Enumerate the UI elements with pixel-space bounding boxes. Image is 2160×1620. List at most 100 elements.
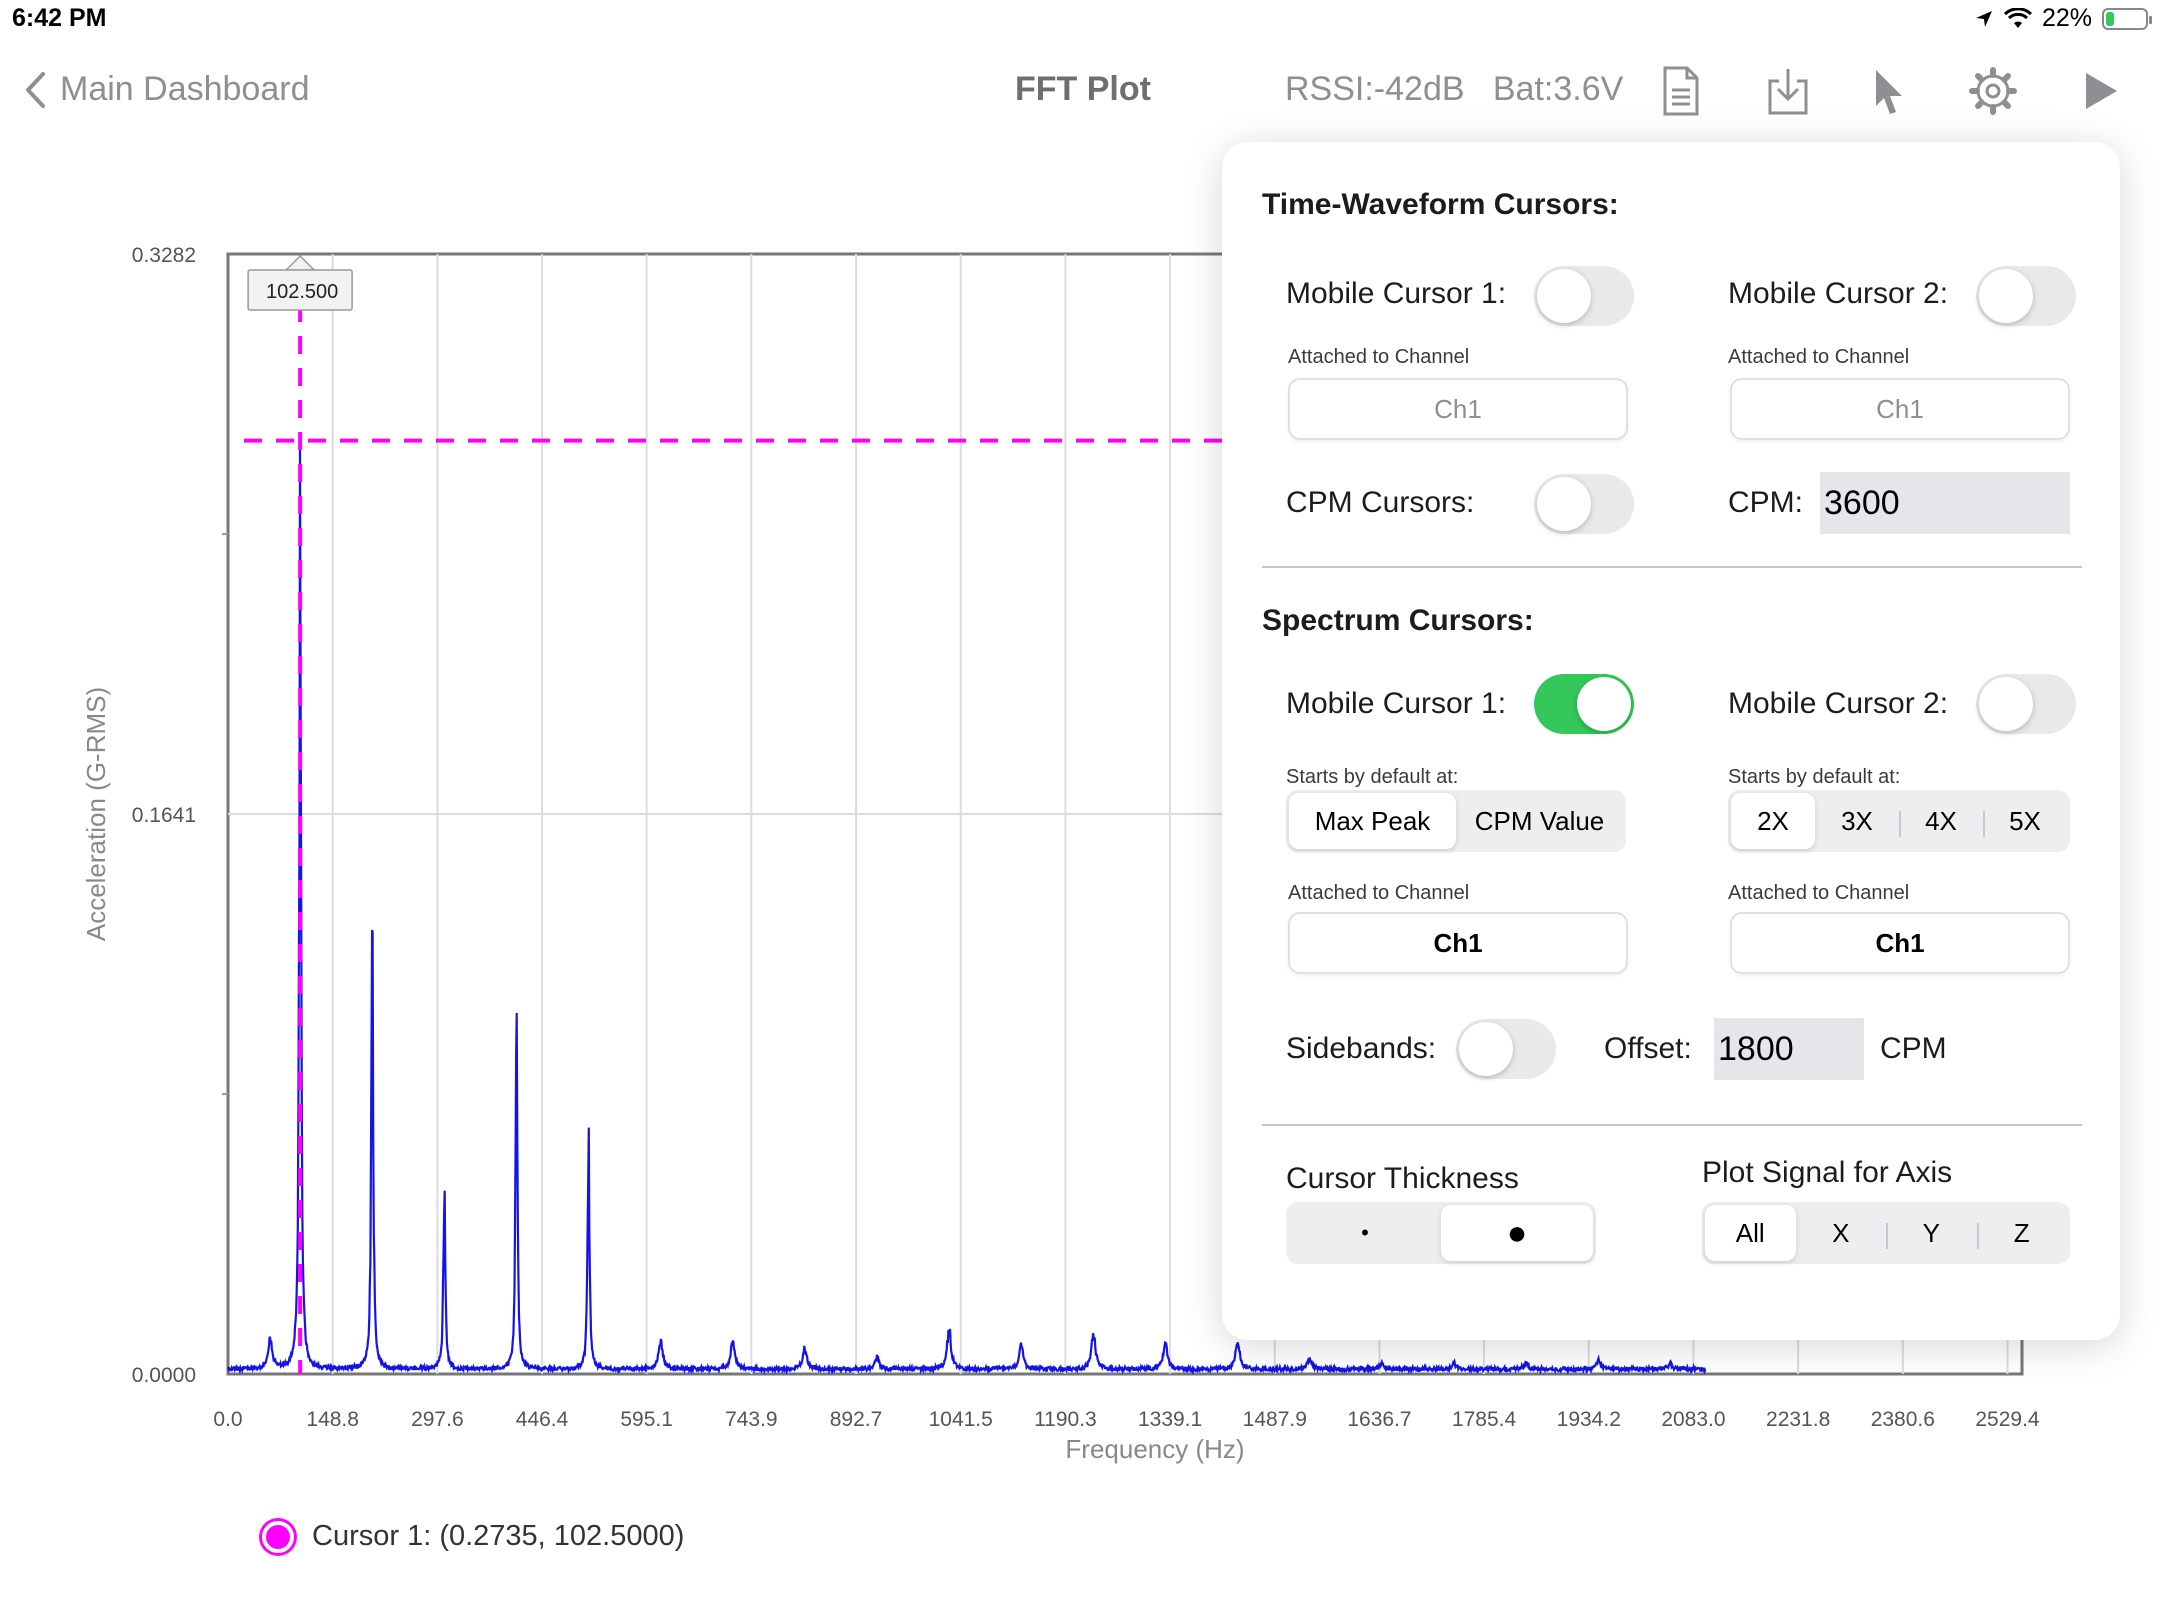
cursor-thickness-segmented[interactable]: • ● (1286, 1202, 1596, 1264)
cursor-settings-popover: Time-Waveform Cursors: Mobile Cursor 1: … (1222, 142, 2120, 1340)
battery-icon (2102, 7, 2152, 30)
axis-option-0[interactable]: All (1705, 1205, 1796, 1261)
sp-channel-1-button[interactable]: Ch1 (1288, 912, 1628, 974)
start-mode-1-option-0[interactable]: Max Peak (1289, 793, 1456, 849)
starts-default-label-2: Starts by default at: (1728, 766, 1901, 788)
nav-bar: Main Dashboard FFT Plot RSSI:-42dB Bat:3… (0, 50, 2160, 130)
tw-mobile-cursor-2-toggle[interactable] (1976, 266, 2076, 326)
status-bar: 6:42 PM 22% (0, 0, 2160, 42)
popover-arrow (1866, 118, 1918, 144)
x-tick-label: 1934.2 (1557, 1408, 1621, 1431)
cursor-legend-marker (262, 1520, 294, 1553)
wifi-icon (2003, 7, 2032, 28)
back-label: Main Dashboard (60, 70, 310, 108)
sp-channel-2-button[interactable]: Ch1 (1730, 912, 2070, 974)
x-tick-label: 148.8 (306, 1408, 359, 1431)
x-tick-label: 1636.7 (1347, 1408, 1411, 1431)
gear-icon (1969, 67, 2017, 115)
axis-option-2[interactable]: Y (1886, 1205, 1977, 1261)
sidebands-label: Sidebands: (1286, 1032, 1437, 1065)
y-tick-label: 0.0000 (132, 1364, 196, 1387)
divider (1262, 1124, 2082, 1126)
spectrum-title: Spectrum Cursors: (1262, 604, 1534, 637)
offset-unit: CPM (1880, 1032, 1947, 1065)
axis-option-1[interactable]: X (1832, 1217, 1850, 1248)
settings-button[interactable] (1966, 64, 2020, 118)
spectrum-series-line (226, 440, 1707, 1376)
tw-mobile-cursor-1-label: Mobile Cursor 1: (1286, 277, 1507, 310)
sp-attached-label-1: Attached to Channel (1288, 882, 1470, 904)
y-tick-label: 0.1641 (132, 804, 196, 827)
page-title: FFT Plot (1015, 70, 1151, 108)
x-tick-label: 2231.8 (1766, 1408, 1830, 1431)
cursor-pointer-icon (1876, 70, 1902, 114)
time-waveform-title: Time-Waveform Cursors: (1262, 188, 1619, 221)
sp-mobile-cursor-2-toggle[interactable] (1976, 674, 2076, 734)
x-tick-label: 2083.0 (1661, 1408, 1725, 1431)
x-tick-label: 595.1 (620, 1408, 673, 1431)
tw-attached-label-2: Attached to Channel (1728, 346, 1910, 368)
play-icon (2086, 73, 2117, 109)
x-tick-label: 2529.4 (1975, 1408, 2040, 1431)
cursor-tooltip-box (247, 269, 353, 311)
cursor-legend: Cursor 1: (0.2735, 102.5000) (262, 1520, 684, 1553)
tw-mobile-cursor-1-toggle[interactable] (1534, 266, 1634, 326)
download-button[interactable] (1761, 64, 1815, 118)
thickness-option-0[interactable]: • (1361, 1220, 1369, 1245)
cursor-thickness-title: Cursor Thickness (1286, 1162, 1519, 1195)
start-mode-2-option-0[interactable]: 2X (1731, 793, 1815, 849)
y-axis-label: Acceleration (G-RMS) (81, 687, 111, 941)
document-button[interactable] (1654, 64, 1708, 118)
sp-mobile-cursor-2-label: Mobile Cursor 2: (1728, 687, 1949, 720)
offset-input[interactable]: 1800 (1714, 1018, 1864, 1080)
axis-option-3[interactable]: Z (1976, 1205, 2068, 1261)
sp-mobile-cursor-1-toggle[interactable] (1534, 674, 1634, 734)
x-tick-label: 892.7 (830, 1408, 883, 1431)
start-mode-1-option-1[interactable]: CPM Value (1474, 805, 1605, 836)
x-tick-label: 1785.4 (1452, 1408, 1517, 1431)
chevron-left-icon (26, 71, 45, 108)
start-mode-2-option-3[interactable]: 5X (1983, 793, 2067, 849)
cpm-label: CPM: (1728, 486, 1803, 519)
play-button[interactable] (2074, 64, 2128, 118)
x-axis-label: Frequency (Hz) (1065, 1434, 1244, 1464)
x-tick-label: 1487.9 (1243, 1408, 1307, 1431)
tw-mobile-cursor-2-label: Mobile Cursor 2: (1728, 277, 1949, 310)
cursor-tooltip-value: 102.500 (266, 281, 338, 303)
sp-attached-label-2: Attached to Channel (1728, 882, 1910, 904)
x-tick-label: 1339.1 (1138, 1408, 1202, 1431)
sp-mobile-cursor-1-label: Mobile Cursor 1: (1286, 687, 1507, 720)
y-tick-label: 0.3282 (132, 244, 196, 267)
divider (1262, 566, 2082, 568)
x-tick-label: 446.4 (516, 1408, 569, 1431)
location-arrow-icon (1975, 10, 1992, 27)
x-tick-label: 743.9 (725, 1408, 778, 1431)
x-tick-label: 0.0 (213, 1408, 242, 1431)
download-icon (1768, 69, 1808, 115)
status-time: 6:42 PM (12, 4, 107, 32)
document-icon (1663, 66, 1699, 116)
sidebands-toggle[interactable] (1456, 1019, 1556, 1079)
cpm-input[interactable]: 3600 (1820, 472, 2070, 534)
x-tick-label: 1190.3 (1034, 1408, 1097, 1431)
status-indicators: 22% (1974, 4, 2152, 33)
plot-axis-segmented[interactable]: All X Y Z (1702, 1202, 2070, 1264)
x-tick-label: 297.6 (411, 1408, 464, 1431)
start-mode-2-segmented[interactable]: 2X 3X 4X 5X (1728, 790, 2070, 852)
battery-percent: 22% (2041, 4, 2092, 32)
offset-label: Offset: (1604, 1032, 1692, 1065)
cpm-cursors-toggle[interactable] (1534, 474, 1634, 534)
start-mode-2-option-1[interactable]: 3X (1841, 805, 1873, 836)
x-tick-label: 1041.5 (929, 1408, 993, 1431)
thickness-option-1[interactable]: ● (1441, 1205, 1593, 1261)
start-mode-1-segmented[interactable]: Max Peak CPM Value (1286, 790, 1626, 852)
tw-channel-1-button[interactable]: Ch1 (1288, 378, 1628, 440)
x-tick-label: 2380.6 (1871, 1408, 1935, 1431)
starts-default-label-1: Starts by default at: (1286, 766, 1459, 788)
cursor-button[interactable] (1862, 64, 1916, 118)
start-mode-2-option-2[interactable]: 4X (1899, 793, 1983, 849)
cursor-legend-label: Cursor 1: (0.2735, 102.5000) (312, 1520, 685, 1552)
sensor-status: RSSI:-42dB Bat:3.6V (1285, 70, 1624, 108)
tw-channel-2-button[interactable]: Ch1 (1730, 378, 2070, 440)
back-button[interactable]: Main Dashboard (24, 70, 309, 109)
